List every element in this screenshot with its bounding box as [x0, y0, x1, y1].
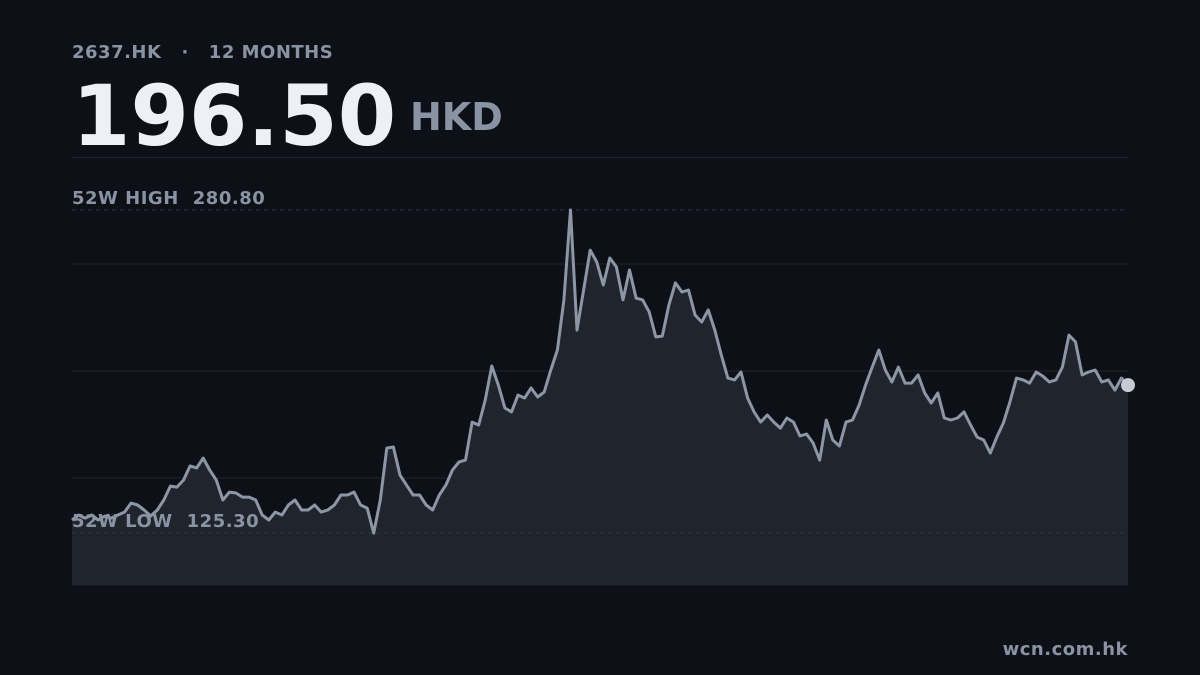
last-point — [1121, 378, 1135, 393]
ticker: 2637.HK — [72, 42, 162, 63]
reference-label: 52W HIGH 280.80 — [72, 188, 265, 209]
plot: 52W HIGH 280.80 52W LOW 125.30 — [71, 188, 1135, 586]
reference-label: 52W LOW 125.30 — [72, 511, 259, 532]
separator: · — [181, 42, 188, 63]
price: 196.50 — [72, 67, 396, 165]
reference-value: 125.30 — [187, 511, 259, 532]
reference-name: 52W LOW — [72, 511, 173, 532]
source: wcn.com.hk — [1003, 639, 1129, 660]
period: 12 MONTHS — [209, 42, 333, 63]
reference-value: 280.80 — [193, 188, 265, 209]
area — [72, 210, 1128, 585]
header-line: 2637.HK · 12 MONTHS — [72, 42, 333, 63]
currency: HKD — [410, 95, 503, 139]
price-line — [71, 208, 1130, 535]
reference-name: 52W HIGH — [72, 188, 179, 209]
